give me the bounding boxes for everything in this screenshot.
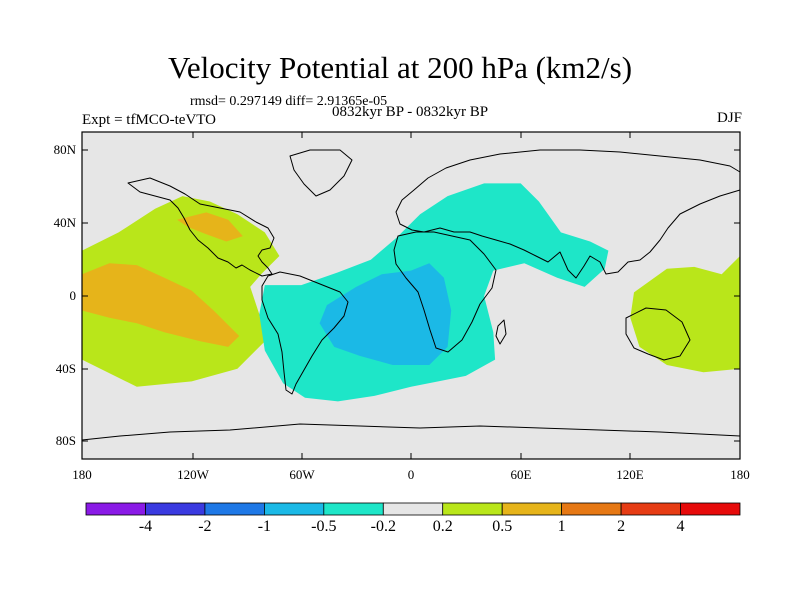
colorbar-swatch <box>204 502 265 516</box>
colorbar-label: 2 <box>617 518 626 535</box>
chart-title: Velocity Potential at 200 hPa (km2/s) <box>167 50 633 85</box>
colorbar-label: -2 <box>198 518 212 535</box>
colorbar-swatch <box>561 502 622 516</box>
coast-antarctica <box>81 423 741 441</box>
region-south-america-negative-strong <box>319 263 452 365</box>
colorbar-swatch <box>323 502 384 516</box>
coast-greenland <box>289 149 353 197</box>
season-label: DJF <box>716 110 742 126</box>
x-tick-label: 180 <box>730 467 750 482</box>
coastlines <box>81 149 741 441</box>
colorbar-label: 0.2 <box>432 518 453 535</box>
region-west-pacific-positive <box>630 256 740 373</box>
colorbar-label: -4 <box>138 518 153 535</box>
colorbar-swatch <box>620 502 681 516</box>
x-tick-label: 60E <box>510 467 532 482</box>
colorbar-swatch <box>145 502 206 516</box>
colorbar <box>85 502 741 516</box>
colorbar-swatch <box>263 502 325 516</box>
y-tick-label: 40N <box>53 215 76 230</box>
shaded-regions <box>82 183 740 402</box>
period-label: 0832kyr BP - 0832kyr BP <box>331 104 489 120</box>
stats-line: rmsd= 0.297149 diff= 2.91365e-05 <box>190 94 388 109</box>
region-central-pacific-strong <box>82 263 240 347</box>
region-mexico-positive-strong <box>177 212 243 242</box>
colorbar-label: 0.5 <box>492 518 513 535</box>
coast-africa <box>393 231 497 353</box>
colorbar-label: -1 <box>257 518 272 535</box>
x-tick-label: 180 <box>72 467 92 482</box>
colorbar-swatch <box>382 502 444 516</box>
x-tick-label: 0 <box>407 467 415 482</box>
y-tick-label: 0 <box>69 288 77 303</box>
x-tick-label: 60W <box>289 467 315 482</box>
colorbar-label: 1 <box>557 518 566 535</box>
y-tick-label: 80S <box>55 433 76 448</box>
coast-madagascar <box>495 319 507 345</box>
colorbar-label: -0.5 <box>311 518 337 535</box>
coast-north-america <box>127 177 275 277</box>
colorbar-swatch <box>680 502 741 516</box>
colorbar-swatch <box>442 502 503 516</box>
colorbar-swatch <box>85 502 146 516</box>
y-tick-label: 40S <box>55 361 76 376</box>
y-tick-label: 80N <box>53 142 76 157</box>
colorbar-swatch <box>501 502 563 516</box>
coast-eurasia <box>395 149 741 279</box>
x-tick-label: 120W <box>177 467 209 482</box>
colorbar-label: -0.2 <box>370 518 396 535</box>
x-tick-label: 120E <box>616 467 644 482</box>
coast-australia <box>625 307 691 361</box>
experiment-label: Expt = tfMCO-teVTO <box>82 112 217 128</box>
coast-south-america <box>261 271 349 395</box>
colorbar-label: 4 <box>676 518 685 535</box>
axis-ticks <box>81 132 741 459</box>
